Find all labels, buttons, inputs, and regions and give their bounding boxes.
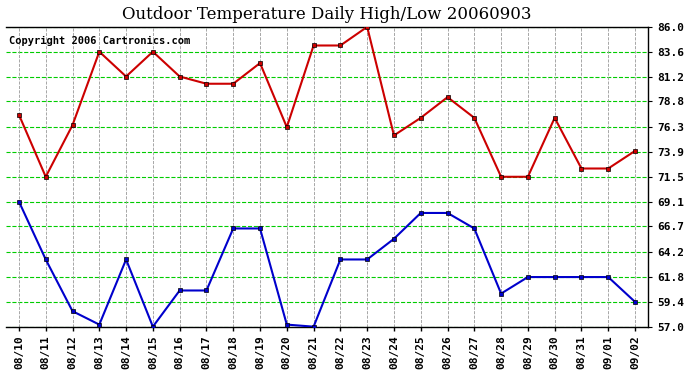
Title: Outdoor Temperature Daily High/Low 20060903: Outdoor Temperature Daily High/Low 20060…: [122, 6, 532, 22]
Text: Copyright 2006 Cartronics.com: Copyright 2006 Cartronics.com: [9, 36, 190, 46]
